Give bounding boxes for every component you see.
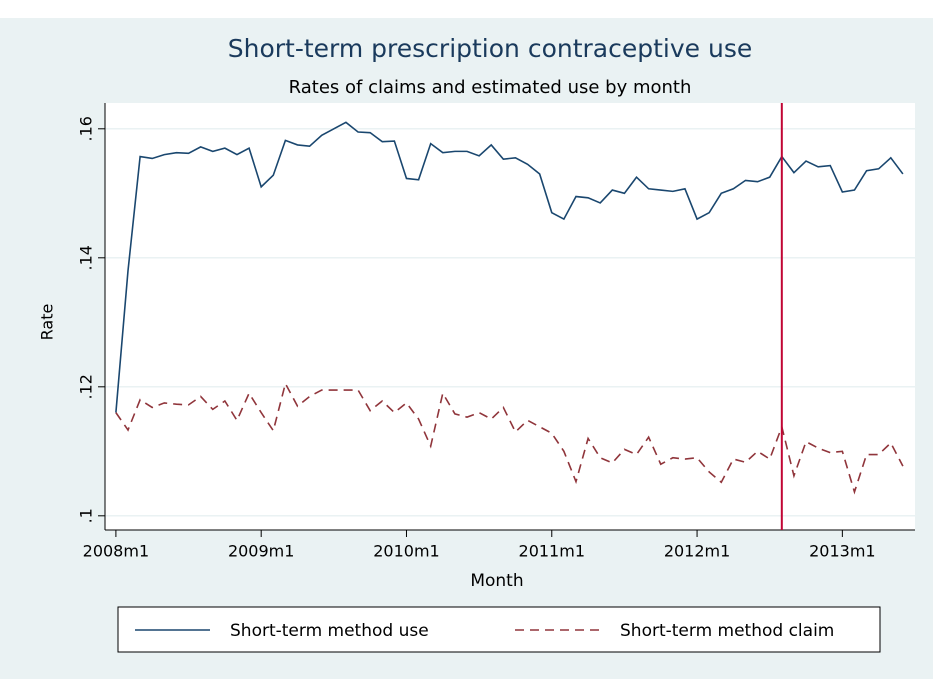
series-line	[115, 381, 904, 495]
plot-area	[105, 103, 915, 530]
x-axis-label: Month	[470, 571, 523, 591]
legend-label: Short-term method use	[230, 621, 429, 641]
x-tick-label: 2012m1	[664, 542, 730, 561]
x-tick-label: 2010m1	[373, 542, 439, 561]
legend-label: Short-term method claim	[620, 621, 834, 641]
y-tick-label: .16	[77, 116, 96, 141]
legend-box	[117, 606, 881, 653]
x-tick-label: 2008m1	[83, 542, 149, 561]
y-tick-label: .1	[77, 508, 96, 523]
y-tick-label: .12	[77, 374, 96, 399]
y-tick-label: .14	[77, 245, 96, 270]
x-tick-label: 2011m1	[519, 542, 585, 561]
chart-title: Short-term prescription contraceptive us…	[228, 34, 753, 63]
x-tick-label: 2009m1	[228, 542, 294, 561]
y-axis-label: Rate	[38, 304, 57, 341]
x-tick-label: 2013m1	[809, 542, 875, 561]
chart-subtitle: Rates of claims and estimated use by mon…	[289, 77, 692, 98]
series-line	[115, 121, 904, 413]
